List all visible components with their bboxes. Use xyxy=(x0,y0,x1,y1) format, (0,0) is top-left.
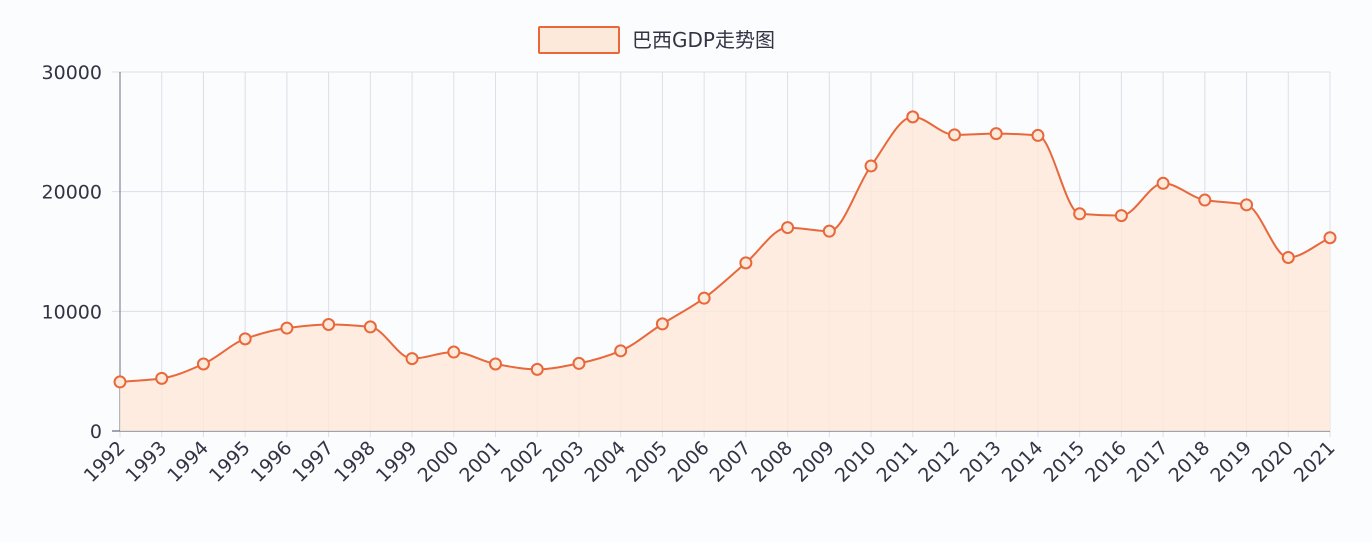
x-tick-label: 2017 xyxy=(1123,437,1173,487)
data-point-2020[interactable] xyxy=(1281,250,1295,264)
y-axis: 0 10000 20000 30000 xyxy=(42,62,121,443)
data-point-1998[interactable] xyxy=(363,320,377,334)
data-point-2013[interactable] xyxy=(989,127,1003,141)
x-tick-label: 2014 xyxy=(998,437,1048,487)
x-tick-label: 1996 xyxy=(247,437,297,487)
legend[interactable]: 巴西GDP走势图 xyxy=(538,26,775,54)
x-tick-label: 2006 xyxy=(664,437,714,487)
legend-label[interactable]: 巴西GDP走势图 xyxy=(632,28,775,52)
y-tick-label: 20000 xyxy=(42,182,102,204)
data-point-2021[interactable] xyxy=(1323,231,1337,245)
x-tick-label: 2010 xyxy=(831,437,881,487)
x-tick-label: 2003 xyxy=(539,437,589,487)
x-tick-label: 2016 xyxy=(1081,437,1131,487)
x-tick-label: 2005 xyxy=(622,437,672,487)
data-point-2002[interactable] xyxy=(530,362,544,376)
data-point-1999[interactable] xyxy=(405,352,419,366)
data-point-2008[interactable] xyxy=(781,221,795,235)
x-tick-label: 1994 xyxy=(163,437,213,487)
x-axis: 1992199319941995199619971998199920002001… xyxy=(80,430,1340,487)
data-point-2015[interactable] xyxy=(1073,207,1087,221)
y-tick-label: 30000 xyxy=(42,62,102,84)
data-point-1992[interactable] xyxy=(113,375,127,389)
data-point-2009[interactable] xyxy=(822,224,836,238)
x-tick-label: 2020 xyxy=(1248,437,1298,487)
x-tick-label: 2008 xyxy=(747,437,797,487)
data-point-2004[interactable] xyxy=(614,344,628,358)
data-point-2005[interactable] xyxy=(655,317,669,331)
x-tick-label: 1995 xyxy=(205,437,255,487)
x-tick-label: 1998 xyxy=(330,437,380,487)
data-point-2014[interactable] xyxy=(1031,128,1045,142)
data-point-2003[interactable] xyxy=(572,356,586,370)
x-tick-label: 1993 xyxy=(122,437,172,487)
data-point-1995[interactable] xyxy=(238,332,252,346)
data-point-2012[interactable] xyxy=(947,128,961,142)
x-tick-label: 2002 xyxy=(497,437,547,487)
legend-swatch[interactable] xyxy=(538,26,620,54)
data-point-1994[interactable] xyxy=(196,357,210,371)
x-tick-label: 2004 xyxy=(580,437,630,487)
data-point-2019[interactable] xyxy=(1240,198,1254,212)
x-tick-label: 2019 xyxy=(1206,437,1256,487)
data-point-2016[interactable] xyxy=(1114,209,1128,223)
data-point-2010[interactable] xyxy=(864,159,878,173)
data-point-2018[interactable] xyxy=(1198,193,1212,207)
x-tick-label: 2011 xyxy=(873,437,923,487)
x-tick-label: 2000 xyxy=(414,437,464,487)
data-point-1993[interactable] xyxy=(155,371,169,385)
data-point-1997[interactable] xyxy=(322,317,336,331)
x-tick-label: 2021 xyxy=(1290,437,1340,487)
y-tick-label: 10000 xyxy=(42,301,102,323)
x-tick-label: 2009 xyxy=(789,437,839,487)
data-point-2000[interactable] xyxy=(447,345,461,359)
x-tick-label: 1992 xyxy=(80,437,130,487)
data-point-2011[interactable] xyxy=(906,110,920,124)
data-point-1996[interactable] xyxy=(280,321,294,335)
data-point-2007[interactable] xyxy=(739,256,753,270)
x-tick-label: 2013 xyxy=(956,437,1006,487)
x-tick-label: 2007 xyxy=(706,437,756,487)
data-point-2001[interactable] xyxy=(489,357,503,371)
data-point-2006[interactable] xyxy=(697,291,711,305)
x-tick-label: 2018 xyxy=(1165,437,1215,487)
y-tick-label: 0 xyxy=(90,421,102,443)
data-point-2017[interactable] xyxy=(1156,176,1170,190)
data-points xyxy=(113,110,1337,389)
x-tick-label: 1997 xyxy=(288,437,338,487)
x-tick-label: 1999 xyxy=(372,437,422,487)
x-tick-label: 2012 xyxy=(914,437,964,487)
x-tick-label: 2001 xyxy=(455,437,505,487)
x-tick-label: 2015 xyxy=(1039,437,1089,487)
series-area-fill xyxy=(120,116,1330,431)
